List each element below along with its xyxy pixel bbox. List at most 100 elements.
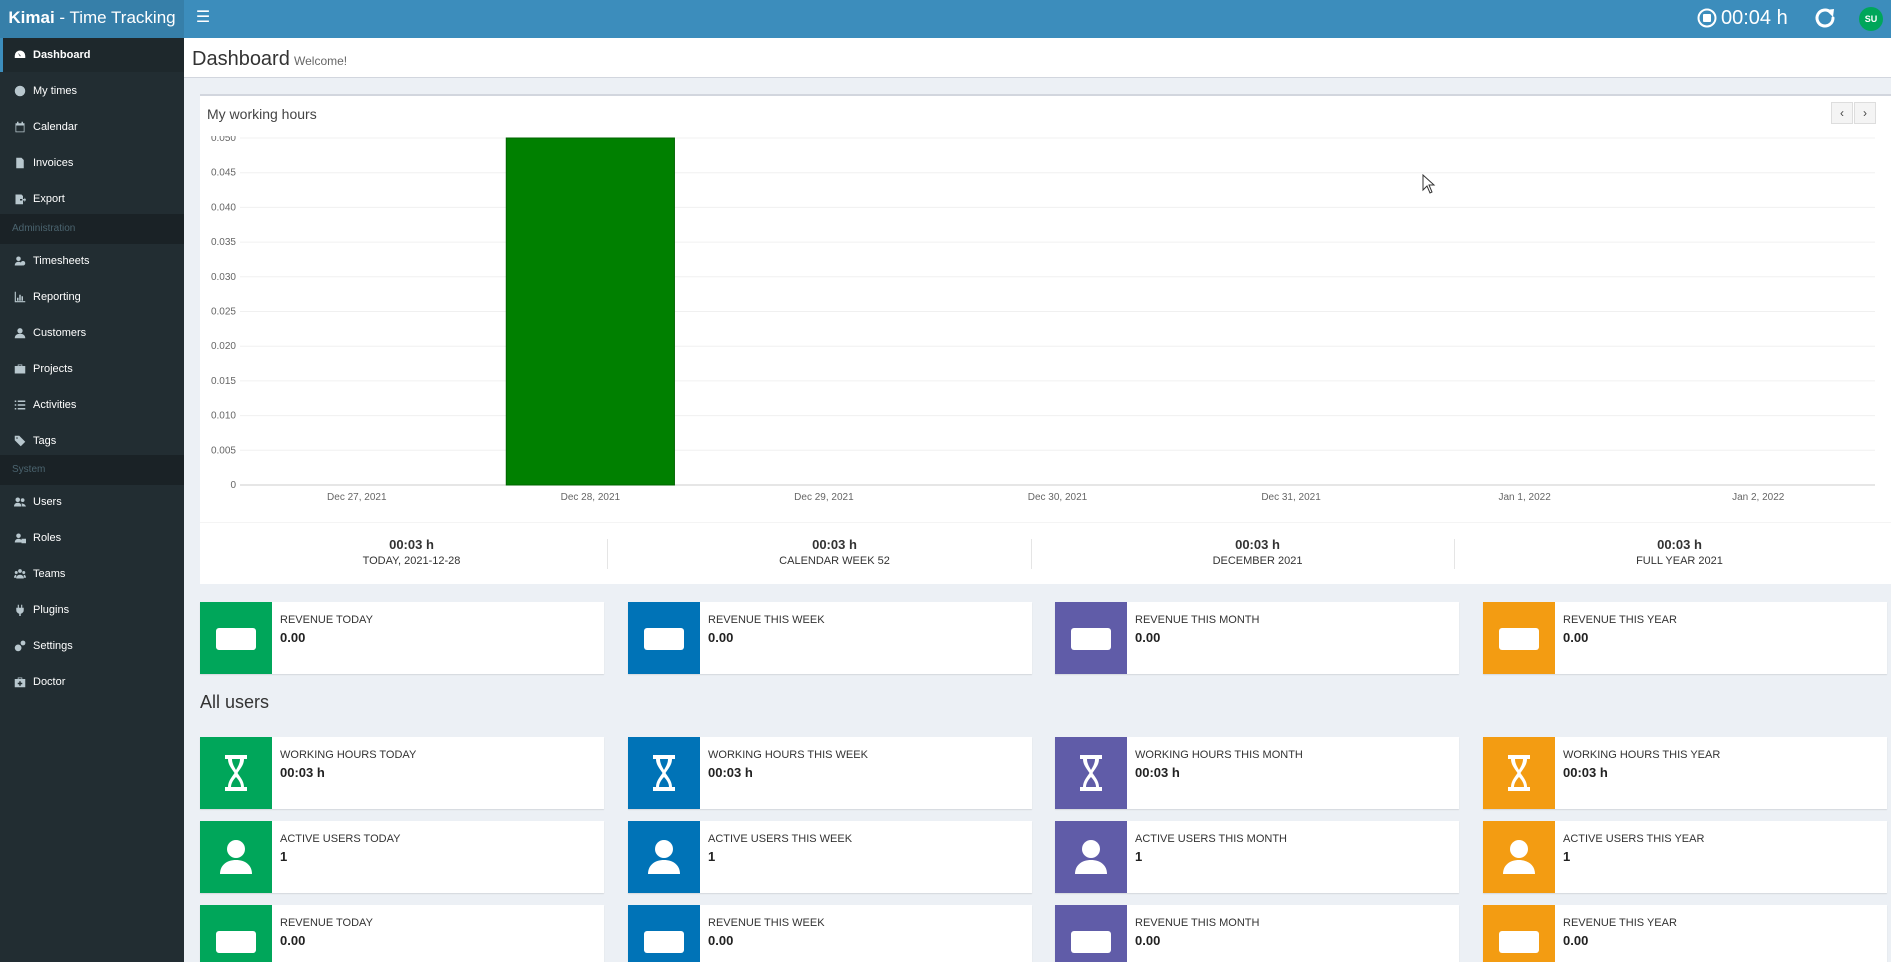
summary-divider: [607, 539, 608, 569]
sidebar-item-plugins[interactable]: Plugins: [0, 593, 184, 627]
users-icon: [14, 497, 26, 507]
all-users-revenue-label: REVENUE TODAY: [280, 917, 373, 929]
sidebar-item-label: Doctor: [33, 676, 66, 688]
working-hours-title: My working hours: [207, 106, 317, 122]
all-users-title: All users: [200, 692, 270, 712]
working-hours-box: My working hours ‹ › 0 0.005 0.010 0.015 0.0…: [200, 94, 1891, 584]
sidebar-item-my-times[interactable]: My times: [0, 74, 184, 108]
revenue-box-icon-bg: [1055, 602, 1127, 674]
y-tick-label: 0.005: [211, 445, 236, 456]
revenue-box-icon-bg: [1483, 602, 1555, 674]
hourglass-icon: [1080, 755, 1102, 791]
all-users-revenue-box-icon-bg: [1055, 905, 1127, 962]
chart-icon: [14, 291, 26, 303]
calendar-icon: [15, 121, 25, 133]
active-users-label: ACTIVE USERS THIS MONTH: [1135, 833, 1287, 845]
x-tick-label: Dec 27, 2021: [327, 492, 387, 503]
revenue-box-icon-bg: [200, 602, 272, 674]
active-users-value: 1: [1563, 849, 1571, 864]
all-users-revenue-month-box: REVENUE THIS MONTH 0.00: [1055, 905, 1459, 962]
all-users-revenue-value: 0.00: [1135, 933, 1161, 948]
working-hours-value: 00:03 h: [708, 765, 753, 780]
plug-icon: [16, 604, 24, 616]
x-tick-label: Dec 30, 2021: [1028, 492, 1088, 503]
sidebar-item-projects[interactable]: Projects: [0, 352, 184, 386]
sidebar-item-export[interactable]: Export: [0, 182, 184, 216]
briefcase-icon: [14, 364, 26, 374]
all-users-revenue-box-icon-bg: [200, 905, 272, 962]
user-icon: [1075, 840, 1107, 874]
active-users-box-icon-bg: [628, 821, 700, 893]
active-timer[interactable]: 00:04 h: [1697, 5, 1788, 31]
revenue-label: REVENUE THIS WEEK: [708, 614, 825, 626]
sidebar-item-label: Customers: [33, 327, 87, 339]
sidebar-item-label: Roles: [33, 532, 62, 544]
money-bill-icon: [1499, 931, 1539, 953]
y-tick-label: 0.045: [211, 168, 236, 179]
working-hours-box-icon-bg: [200, 737, 272, 809]
hourglass-icon: [653, 755, 675, 791]
sidebar-toggle-icon[interactable]: ☰: [195, 9, 211, 26]
revenue-label: REVENUE THIS MONTH: [1135, 614, 1260, 626]
revenue-value: 0.00: [280, 630, 306, 645]
working-hours-today-box: WORKING HOURS TODAY 00:03 h: [200, 737, 604, 809]
hourglass-icon: [1508, 755, 1530, 791]
active-users-box-icon-bg: [1483, 821, 1555, 893]
y-tick-label: 0.015: [211, 376, 236, 387]
money-bill-icon: [644, 931, 684, 953]
working-hours-box-icon-bg: [1483, 737, 1555, 809]
all-users-revenue-week-box: REVENUE THIS WEEK 0.00: [628, 905, 1032, 962]
users-clock-icon: [14, 256, 26, 266]
sidebar-item-dashboard[interactable]: Dashboard: [0, 38, 184, 72]
y-tick-label: 0.010: [211, 411, 236, 422]
sidebar-item-label: Activities: [33, 399, 77, 411]
all-users-revenue-box-icon-bg: [628, 905, 700, 962]
sidebar-item-reporting[interactable]: Reporting: [0, 280, 184, 314]
sidebar-item-activities[interactable]: Activities: [0, 388, 184, 422]
refresh-icon[interactable]: [1812, 5, 1838, 31]
sidebar-item-tags[interactable]: Tags: [0, 424, 184, 458]
sidebar-item-settings[interactable]: Settings: [0, 629, 184, 663]
working-hours-chart: 0 0.005 0.010 0.015 0.020 0.025 0.030 0.035 0.04…: [211, 136, 1875, 503]
sidebar-item-calendar[interactable]: Calendar: [0, 110, 184, 144]
working-hours-label: WORKING HOURS TODAY: [280, 749, 417, 761]
working-hours-value: 00:03 h: [280, 765, 325, 780]
all-users-revenue-label: REVENUE THIS YEAR: [1563, 917, 1677, 929]
sidebar-item-roles[interactable]: Roles: [0, 521, 184, 555]
user-icon: [14, 328, 26, 339]
y-tick-label: 0.040: [211, 202, 236, 213]
active-users-value: 1: [708, 849, 716, 864]
sidebar: Dashboard My times Calendar Invoices Export …: [0, 38, 184, 962]
sidebar-item-customers[interactable]: Customers: [0, 316, 184, 350]
all-users-revenue-label: REVENUE THIS MONTH: [1135, 917, 1260, 929]
active-users-value: 1: [1135, 849, 1143, 864]
app-logo[interactable]: Kimai - Time Tracking: [0, 0, 184, 38]
chart-prev-button[interactable]: ‹: [1831, 102, 1853, 124]
working-hours-value: 00:03 h: [1135, 765, 1180, 780]
sidebar-item-label: Settings: [33, 640, 73, 652]
summary-today: 00:03 h TODAY, 2021-12-28: [362, 537, 461, 567]
dashboard-icon: [14, 50, 26, 58]
money-bill-icon: [644, 628, 684, 650]
summary-week: 00:03 h CALENDAR WEEK 52: [779, 537, 890, 567]
revenue-value: 0.00: [708, 630, 734, 645]
sidebar-item-timesheets[interactable]: Timesheets: [0, 244, 184, 278]
user-avatar[interactable]: SU: [1859, 7, 1883, 31]
sidebar-header-administration: Administration: [0, 214, 184, 244]
money-bill-icon: [1071, 628, 1111, 650]
list-icon: [14, 400, 26, 410]
revenue-week-box: REVENUE THIS WEEK 0.00: [628, 602, 1032, 674]
sidebar-item-teams[interactable]: Teams: [0, 557, 184, 591]
sidebar-item-label: Invoices: [33, 157, 74, 169]
revenue-value: 0.00: [1135, 630, 1161, 645]
all-users-revenue-value: 0.00: [280, 933, 306, 948]
sidebar-item-invoices[interactable]: Invoices: [0, 146, 184, 180]
revenue-year-box: REVENUE THIS YEAR 0.00: [1483, 602, 1887, 674]
chart-next-button[interactable]: ›: [1854, 102, 1876, 124]
revenue-value: 0.00: [1563, 630, 1589, 645]
working-hours-week-box: WORKING HOURS THIS WEEK 00:03 h: [628, 737, 1032, 809]
sidebar-item-doctor[interactable]: Doctor: [0, 665, 184, 699]
sidebar-item-users[interactable]: Users: [0, 485, 184, 519]
y-tick-label: 0.050: [211, 136, 236, 144]
active-users-box-icon-bg: [200, 821, 272, 893]
